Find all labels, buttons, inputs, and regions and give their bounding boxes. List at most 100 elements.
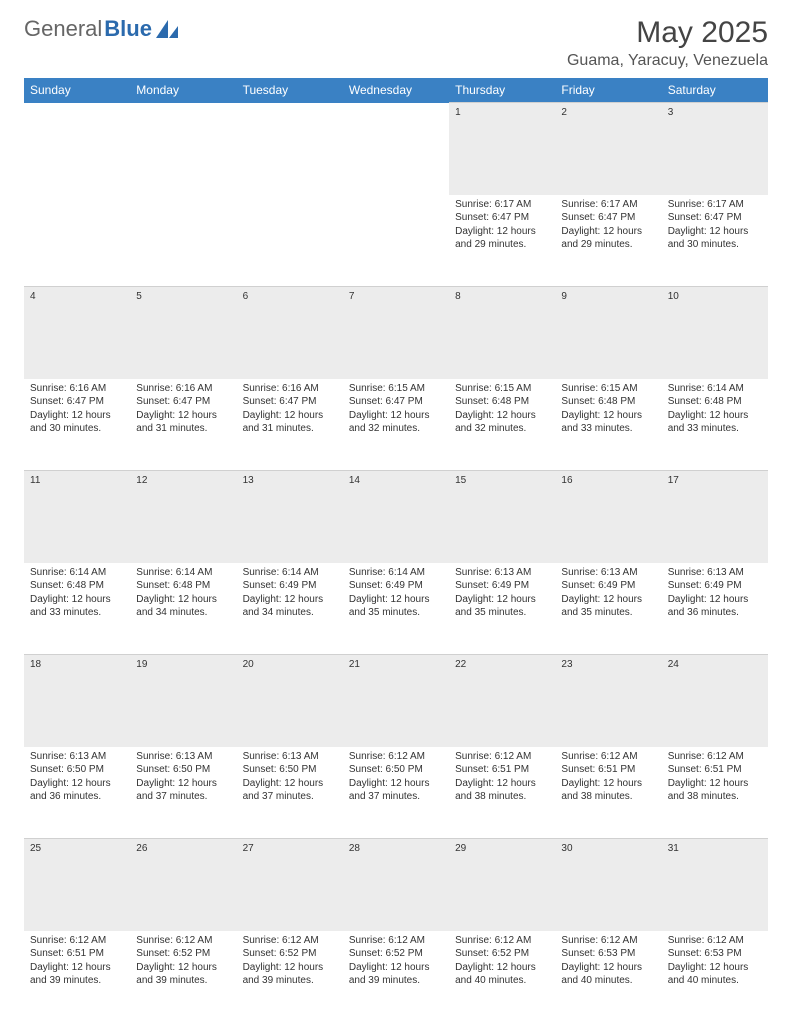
calendar-thead: Sunday Monday Tuesday Wednesday Thursday… bbox=[24, 78, 768, 103]
sunset-text: Sunset: 6:51 PM bbox=[668, 763, 762, 777]
col-wednesday: Wednesday bbox=[343, 78, 449, 103]
calendar-body: 123Sunrise: 6:17 AMSunset: 6:47 PMDaylig… bbox=[24, 103, 768, 1023]
daylight-text: Daylight: 12 hours and 35 minutes. bbox=[455, 593, 549, 620]
day-number-cell: 7 bbox=[343, 287, 449, 379]
day-detail-cell: Sunrise: 6:13 AMSunset: 6:50 PMDaylight:… bbox=[130, 747, 236, 839]
day-number-cell: 28 bbox=[343, 839, 449, 931]
sunset-text: Sunset: 6:48 PM bbox=[668, 395, 762, 409]
sunrise-text: Sunrise: 6:14 AM bbox=[136, 566, 230, 580]
day-number: 16 bbox=[561, 475, 572, 486]
daylight-text: Daylight: 12 hours and 35 minutes. bbox=[349, 593, 443, 620]
day-number-cell: 6 bbox=[237, 287, 343, 379]
sunrise-text: Sunrise: 6:13 AM bbox=[136, 750, 230, 764]
sunrise-text: Sunrise: 6:12 AM bbox=[668, 750, 762, 764]
daylight-text: Daylight: 12 hours and 39 minutes. bbox=[243, 961, 337, 988]
sunrise-text: Sunrise: 6:12 AM bbox=[243, 934, 337, 948]
col-friday: Friday bbox=[555, 78, 661, 103]
sunrise-text: Sunrise: 6:13 AM bbox=[668, 566, 762, 580]
sunset-text: Sunset: 6:47 PM bbox=[349, 395, 443, 409]
day-detail-cell: Sunrise: 6:13 AMSunset: 6:50 PMDaylight:… bbox=[237, 747, 343, 839]
day-detail-cell bbox=[237, 195, 343, 287]
daylight-text: Daylight: 12 hours and 29 minutes. bbox=[455, 225, 549, 252]
day-number: 2 bbox=[561, 107, 567, 118]
detail-row: Sunrise: 6:13 AM Sunset: 6:50 PM Daylight:… bbox=[24, 747, 768, 839]
col-monday: Monday bbox=[130, 78, 236, 103]
detail-row: Sunrise: 6:17 AMSunset: 6:47 PMDaylight:… bbox=[24, 195, 768, 287]
col-sunday: Sunday bbox=[24, 78, 130, 103]
sunset-text: Sunset: 6:47 PM bbox=[136, 395, 230, 409]
daynum-row: 45678910 bbox=[24, 287, 768, 379]
sunset-text: Sunset: 6:48 PM bbox=[136, 579, 230, 593]
sunrise-text: Sunrise: 6:17 AM bbox=[561, 198, 655, 212]
detail-row: Sunrise: 6:14 AMSunset: 6:48 PMDaylight:… bbox=[24, 563, 768, 655]
sunrise-text: Sunrise: 6:14 AM bbox=[243, 566, 337, 580]
daylight-text: Daylight: 12 hours and 40 minutes. bbox=[455, 961, 549, 988]
daylight-text: Daylight: 12 hours and 30 minutes. bbox=[668, 225, 762, 252]
daylight-text: Daylight: 12 hours and 34 minutes. bbox=[136, 593, 230, 620]
daynum-row: 18192021222324 bbox=[24, 655, 768, 747]
day-number: 6 bbox=[243, 291, 249, 302]
day-number: 26 bbox=[136, 843, 147, 854]
sunset-text: Sunset: 6:47 PM bbox=[455, 211, 549, 225]
day-detail-cell: Sunrise: 6:14 AMSunset: 6:48 PMDaylight:… bbox=[662, 379, 768, 471]
day-number-cell: 20 bbox=[237, 655, 343, 747]
day-detail-cell: Sunrise: 6:13 AMSunset: 6:50 PMDaylight:… bbox=[24, 747, 130, 839]
sunset-text: Sunset: 6:51 PM bbox=[455, 763, 549, 777]
day-number: 18 bbox=[30, 659, 41, 670]
day-number-cell: 3 bbox=[662, 103, 768, 195]
day-number: 23 bbox=[561, 659, 572, 670]
daylight-text: Daylight: 12 hours and 36 minutes. bbox=[668, 593, 762, 620]
day-number: 9 bbox=[561, 291, 567, 302]
day-number-cell: 11 bbox=[24, 471, 130, 563]
day-detail-cell: Sunrise: 6:16 AMSunset: 6:47 PMDaylight:… bbox=[130, 379, 236, 471]
sunrise-text: Sunrise: 6:14 AM bbox=[668, 382, 762, 396]
day-detail-cell: Sunrise: 6:14 AMSunset: 6:49 PMDaylight:… bbox=[343, 563, 449, 655]
daylight-text: Daylight: 12 hours and 32 minutes. bbox=[349, 409, 443, 436]
day-number-cell: 18 bbox=[24, 655, 130, 747]
day-number-cell: 17 bbox=[662, 471, 768, 563]
sunrise-text: Sunrise: 6:12 AM bbox=[561, 750, 655, 764]
daynum-row: 25262728293031 bbox=[24, 839, 768, 931]
day-number-cell bbox=[130, 103, 236, 195]
day-number-cell: 2 bbox=[555, 103, 661, 195]
day-number-cell: 15 bbox=[449, 471, 555, 563]
day-number: 10 bbox=[668, 291, 679, 302]
sunset-text: Sunset: 6:48 PM bbox=[561, 395, 655, 409]
daylight-text: Daylight: 12 hours and 40 minutes. bbox=[561, 961, 655, 988]
day-number: 19 bbox=[136, 659, 147, 670]
sunset-text: Sunset: 6:50 PM bbox=[30, 763, 124, 777]
sunrise-text: Sunrise: 6:12 AM bbox=[561, 934, 655, 948]
day-number: 13 bbox=[243, 475, 254, 486]
day-number-cell: 31 bbox=[662, 839, 768, 931]
day-number: 5 bbox=[136, 291, 142, 302]
day-number-cell: 5 bbox=[130, 287, 236, 379]
col-thursday: Thursday bbox=[449, 78, 555, 103]
day-number-cell bbox=[343, 103, 449, 195]
logo: GeneralBlue bbox=[24, 16, 178, 42]
sunset-text: Sunset: 6:50 PM bbox=[243, 763, 337, 777]
sunrise-text: Sunrise: 6:15 AM bbox=[455, 382, 549, 396]
day-detail-cell: Sunrise: 6:12 AMSunset: 6:51 PMDaylight:… bbox=[449, 747, 555, 839]
day-number-cell: 21 bbox=[343, 655, 449, 747]
sunrise-text: Sunrise: 6:12 AM bbox=[668, 934, 762, 948]
sunset-text: Sunset: 6:47 PM bbox=[561, 211, 655, 225]
day-number-cell: 16 bbox=[555, 471, 661, 563]
sunset-text: Sunset: 6:49 PM bbox=[561, 579, 655, 593]
sunset-text: Sunset: 6:49 PM bbox=[668, 579, 762, 593]
daynum-row: 11121314151617 bbox=[24, 471, 768, 563]
sunset-text: Sunset: 6:50 PM bbox=[349, 763, 443, 777]
day-detail-cell: Sunrise: 6:14 AMSunset: 6:48 PMDaylight:… bbox=[130, 563, 236, 655]
day-number: 17 bbox=[668, 475, 679, 486]
day-detail-cell: Sunrise: 6:12 AMSunset: 6:52 PMDaylight:… bbox=[237, 931, 343, 1023]
sunrise-text: Sunrise: 6:12 AM bbox=[455, 934, 549, 948]
col-saturday: Saturday bbox=[662, 78, 768, 103]
day-number-cell: 23 bbox=[555, 655, 661, 747]
daylight-text: Daylight: 12 hours and 34 minutes. bbox=[243, 593, 337, 620]
daylight-text: Daylight: 12 hours and 39 minutes. bbox=[30, 961, 124, 988]
day-detail-cell: Sunrise: 6:15 AMSunset: 6:47 PMDaylight:… bbox=[343, 379, 449, 471]
daylight-text: Daylight: 12 hours and 39 minutes. bbox=[349, 961, 443, 988]
day-number-cell: 4 bbox=[24, 287, 130, 379]
daylight-text: Daylight: 12 hours and 38 minutes. bbox=[668, 777, 762, 804]
day-number: 22 bbox=[455, 659, 466, 670]
sunrise-text: Sunrise: 6:14 AM bbox=[30, 566, 124, 580]
